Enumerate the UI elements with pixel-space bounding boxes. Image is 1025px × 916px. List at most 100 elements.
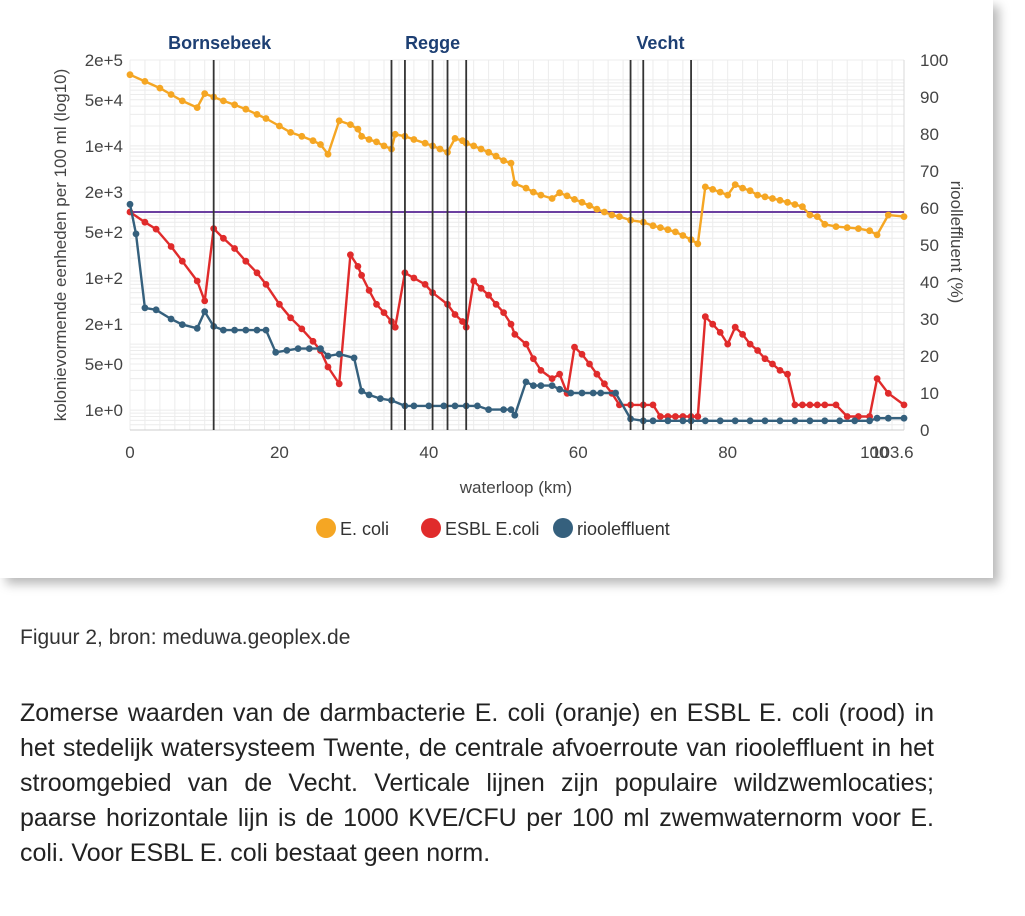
data-point (220, 234, 227, 242)
x-tick-label: 80 (718, 443, 737, 462)
data-point (806, 211, 814, 219)
data-point (317, 345, 324, 352)
data-point (776, 417, 784, 425)
y2-tick-label: 40 (920, 273, 939, 292)
data-point (806, 417, 814, 425)
data-point (784, 198, 791, 206)
data-point (701, 417, 709, 425)
data-point (884, 414, 892, 422)
y2-tick-label: 90 (920, 88, 939, 107)
data-point (132, 230, 140, 238)
data-point (474, 402, 481, 410)
data-point (436, 145, 444, 153)
data-point (873, 414, 881, 422)
data-point (522, 340, 530, 348)
data-point (679, 232, 687, 239)
x-tick-label: 40 (419, 443, 438, 462)
data-point (500, 157, 507, 165)
data-point (373, 138, 380, 146)
data-point (791, 417, 799, 425)
legend-label: E. coli (340, 519, 389, 539)
data-point (694, 413, 702, 420)
data-point (537, 367, 545, 374)
data-point (873, 375, 881, 382)
data-point (548, 382, 556, 389)
data-point (324, 363, 332, 371)
data-point (616, 213, 623, 221)
data-point (126, 200, 134, 208)
data-point (731, 181, 739, 189)
data-point (612, 389, 619, 397)
data-point (152, 306, 160, 314)
y2-tick-label: 0 (920, 421, 929, 440)
data-point (716, 329, 724, 336)
data-point (522, 378, 530, 386)
y2-tick-label: 100 (920, 51, 948, 70)
data-point (843, 224, 851, 232)
figure-caption: Figuur 2, bron: meduwa.geoplex.de (20, 626, 351, 649)
legend-marker (421, 518, 441, 538)
grid (129, 59, 904, 431)
data-point (440, 402, 448, 410)
data-point (272, 348, 280, 356)
data-point (761, 193, 769, 201)
data-point (739, 331, 746, 338)
data-point (563, 192, 571, 200)
data-point (522, 184, 530, 192)
data-point (201, 90, 209, 97)
data-point (283, 347, 291, 354)
data-point (672, 228, 679, 236)
data-point (578, 350, 586, 358)
data-point (298, 132, 306, 140)
data-point (193, 324, 201, 332)
data-point (477, 145, 485, 153)
data-point (657, 413, 664, 420)
data-point (821, 220, 829, 228)
y2-tick-label: 70 (920, 162, 939, 181)
data-point (855, 225, 862, 233)
legend-marker (553, 518, 573, 538)
data-point (298, 325, 306, 333)
data-point (851, 417, 859, 425)
data-point (242, 257, 250, 265)
data-point (608, 211, 616, 219)
data-point (578, 198, 586, 206)
data-point (776, 196, 784, 204)
data-point (884, 389, 892, 397)
y-tick-label: 1e+4 (85, 137, 123, 156)
data-point (586, 360, 593, 368)
data-point (262, 281, 270, 288)
data-point (309, 337, 317, 345)
data-point (709, 320, 717, 328)
data-point (601, 208, 608, 216)
data-point (156, 84, 164, 92)
data-point (507, 320, 515, 328)
data-point (716, 188, 724, 196)
data-point (365, 136, 373, 143)
data-point (492, 300, 500, 308)
data-point (178, 321, 186, 328)
data-point (365, 391, 373, 399)
series-group (126, 71, 908, 425)
data-point (548, 195, 556, 202)
data-point (649, 222, 657, 230)
data-point (556, 385, 563, 393)
legend-label: ESBL E.coli (445, 519, 539, 539)
y2-tick-label: 60 (920, 199, 939, 218)
data-point (253, 326, 261, 334)
legend: E. coli ESBL E.coli riooleffluent (316, 518, 670, 539)
data-point (701, 313, 709, 321)
data-point (309, 137, 317, 145)
data-point (754, 191, 761, 199)
data-point (317, 141, 324, 148)
data-point (679, 417, 687, 425)
data-point (242, 105, 250, 113)
data-point (193, 277, 201, 285)
data-point (335, 117, 343, 125)
figure-description: Zomerse waarden van de darmbacterie E. c… (20, 699, 934, 867)
data-point (724, 340, 732, 348)
y2-tick-label: 80 (920, 125, 939, 144)
data-point (451, 135, 459, 142)
x-tick-label: 103.6 (871, 443, 914, 462)
y-tick-label: 2e+1 (85, 315, 123, 334)
